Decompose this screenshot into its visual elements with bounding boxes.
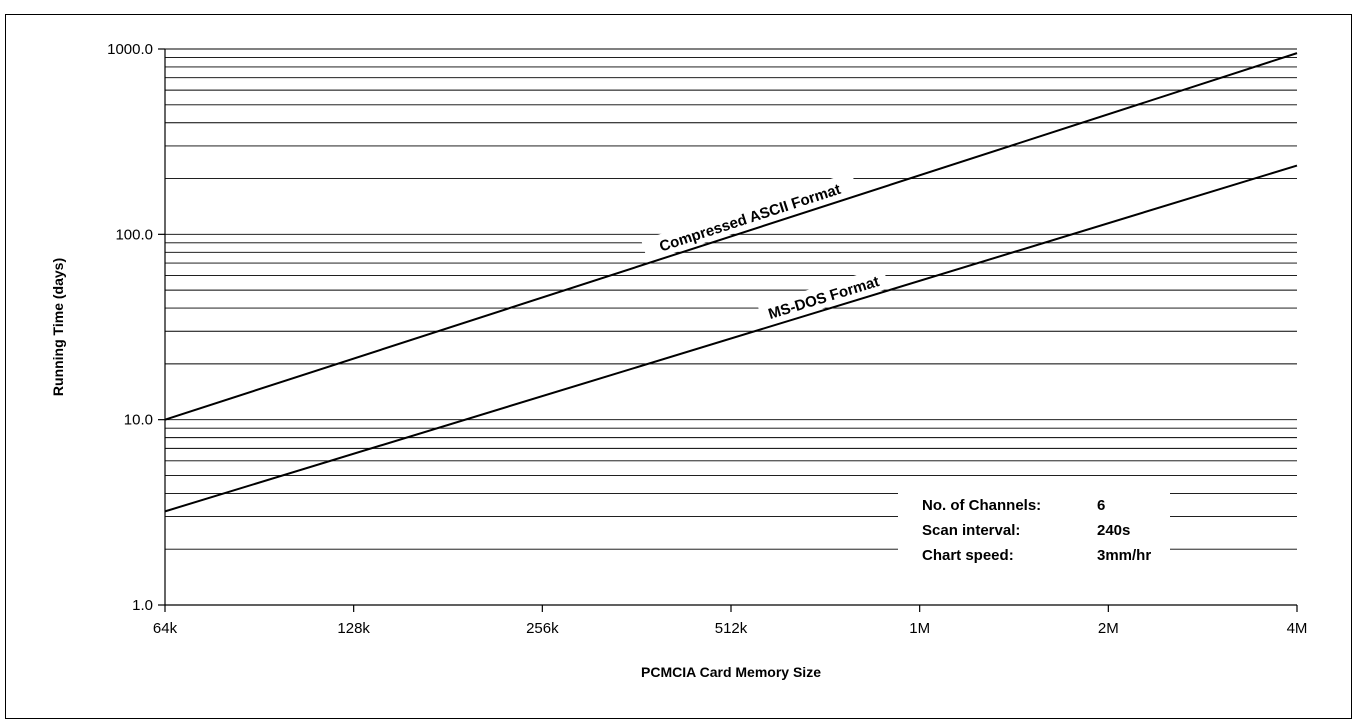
series-line xyxy=(164,52,1298,421)
y-tick-label: 1.0 xyxy=(132,597,153,614)
x-axis-title: PCMCIA Card Memory Size xyxy=(641,664,821,680)
chart-frame xyxy=(5,14,1352,719)
info-value: 6 xyxy=(1097,497,1105,514)
x-tick-label: 64k xyxy=(153,620,178,637)
series-label-group: Compressed ASCII Format xyxy=(641,172,859,262)
y-axis-title: Running Time (days) xyxy=(50,258,66,396)
y-tick-label: 100.0 xyxy=(115,226,153,243)
x-tick-label: 4M xyxy=(1287,620,1308,637)
grid-lines xyxy=(165,48,1297,550)
info-label: Scan interval: xyxy=(922,522,1020,539)
x-tick-label: 2M xyxy=(1098,620,1119,637)
info-label: No. of Channels: xyxy=(922,497,1041,514)
x-tick-label: 128k xyxy=(337,620,370,637)
series-label-bg xyxy=(757,266,890,327)
axis-ticks: 1.0 10.0 100.0 1000.0 64k 128k 256k 512k 1M 2M 4M xyxy=(107,41,1307,637)
x-tick-label: 512k xyxy=(715,620,748,637)
y-tick-label: 10.0 xyxy=(124,412,153,429)
info-box: No. of Channels: 6 Scan interval: 240s Chart… xyxy=(898,480,1170,582)
y-tick-label: 1000.0 xyxy=(107,41,153,58)
series-label-bg xyxy=(641,172,859,262)
series-line xyxy=(164,164,1298,513)
info-label: Chart speed: xyxy=(922,547,1014,564)
series-label: Compressed ASCII Format xyxy=(657,181,843,256)
info-value: 240s xyxy=(1097,522,1130,539)
x-tick-label: 256k xyxy=(526,620,559,637)
info-box-bg xyxy=(898,480,1170,582)
x-tick-label: 1M xyxy=(909,620,930,637)
info-value: 3mm/hr xyxy=(1097,547,1151,564)
series-lines xyxy=(164,52,1298,513)
